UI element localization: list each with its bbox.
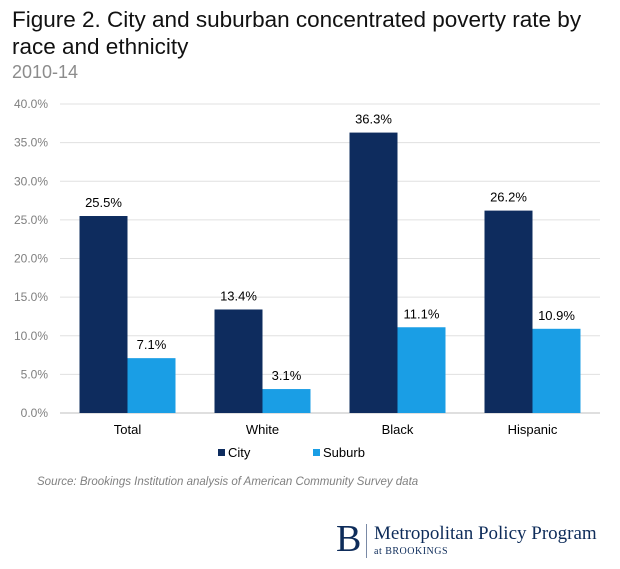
brookings-logo: B Metropolitan Policy Program at BROOKIN…: [330, 518, 610, 562]
bar-suburb-hispanic: [532, 328, 581, 413]
x-tick-label: Black: [382, 422, 414, 437]
chart-subtitle: 2010-14: [12, 62, 79, 82]
legend-label-suburb: Suburb: [323, 445, 365, 460]
data-label: 13.4%: [220, 288, 257, 303]
y-tick-label: 30.0%: [14, 174, 48, 188]
x-tick-label: White: [246, 422, 279, 437]
y-tick-label: 20.0%: [14, 252, 48, 266]
data-labels: 25.5% 7.1% 13.4% 3.1% 36.3% 11.1% 26.2% 10.9%: [85, 112, 575, 383]
y-tick-label: 35.0%: [14, 136, 48, 150]
bar-city-white: [214, 309, 263, 413]
data-label: 25.5%: [85, 195, 122, 210]
bar-suburb-black: [397, 327, 446, 413]
data-label: 26.2%: [490, 190, 527, 205]
data-label: 10.9%: [538, 308, 575, 323]
data-label: 7.1%: [137, 337, 167, 352]
data-label: 11.1%: [404, 306, 440, 321]
bar-suburb-total: [127, 358, 176, 413]
y-tick-label: 15.0%: [14, 290, 48, 304]
x-tick-label: Total: [114, 422, 142, 437]
x-axis: Total White Black Hispanic: [114, 422, 558, 437]
bar-city-black: [349, 132, 398, 413]
chart-title: Figure 2. City and suburban concentrated…: [12, 7, 582, 59]
legend-swatch-suburb: [313, 449, 320, 456]
y-tick-label: 10.0%: [14, 329, 48, 343]
y-tick-label: 5.0%: [21, 367, 49, 381]
bar-suburb-white: [262, 389, 311, 413]
y-axis: 0.0% 5.0% 10.0% 15.0% 20.0% 25.0% 30.0% 35.0% 40…: [14, 97, 48, 420]
bar-chart: 0.0% 5.0% 10.0% 15.0% 20.0% 25.0% 30.0% 35.0% 40…: [14, 97, 600, 460]
data-label: 36.3%: [355, 112, 392, 127]
bar-city-hispanic: [484, 210, 533, 413]
legend-swatch-city: [218, 449, 225, 456]
y-tick-label: 40.0%: [14, 97, 48, 111]
legend: City Suburb: [218, 445, 365, 460]
data-label: 3.1%: [272, 368, 302, 383]
x-tick-label: Hispanic: [508, 422, 558, 437]
bars: [79, 132, 581, 413]
source-note: Source: Brookings Institution analysis o…: [37, 476, 419, 488]
y-tick-label: 0.0%: [21, 406, 49, 420]
logo-subtitle: at BROOKINGS: [374, 546, 449, 557]
y-tick-label: 25.0%: [14, 213, 48, 227]
logo-mark: B: [336, 518, 362, 560]
legend-label-city: City: [228, 445, 251, 460]
logo-name: Metropolitan Policy Program: [374, 523, 597, 544]
bar-city-total: [79, 216, 128, 413]
logo-divider: [366, 524, 367, 558]
